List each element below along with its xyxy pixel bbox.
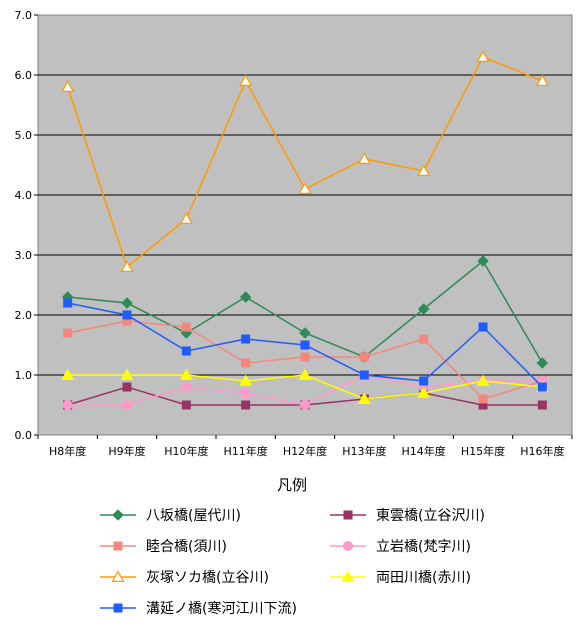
- data-point: [476, 50, 490, 63]
- legend-item: 両田川橋(赤川): [330, 570, 471, 586]
- legend-marker: [113, 603, 123, 613]
- data-point: [120, 368, 134, 380]
- y-tick-label: 0.0: [15, 429, 33, 442]
- data-point: [300, 352, 310, 362]
- data-point: [299, 327, 311, 339]
- y-tick-label: 3.0: [15, 249, 33, 262]
- data-point: [61, 368, 75, 380]
- legend-marker: [343, 510, 353, 520]
- y-tick-label: 2.0: [15, 309, 33, 322]
- data-point: [179, 368, 193, 380]
- plot-area: [37, 14, 573, 436]
- data-point: [122, 310, 132, 320]
- x-tick-label: H10年度: [164, 444, 208, 458]
- data-point: [122, 400, 132, 410]
- data-point: [417, 303, 430, 315]
- legend-label: 溝延ノ橋(寒河江川下流): [146, 600, 297, 617]
- data-point: [478, 322, 488, 332]
- y-tick-label: 4.0: [15, 189, 33, 202]
- data-point: [359, 352, 369, 362]
- data-point: [357, 152, 371, 164]
- series-5: [61, 368, 549, 404]
- legend-title: 凡例: [277, 476, 307, 494]
- data-point: [298, 368, 312, 380]
- data-point: [241, 400, 251, 410]
- data-point: [239, 74, 253, 87]
- data-point: [181, 382, 192, 392]
- data-point: [181, 322, 191, 332]
- legend: 八坂橋(屋代川) 東雲橋(立谷沢川) 睦合橋(須川) 立岩橋(梵字川) 灰塚ソカ橋(立谷…: [100, 508, 485, 617]
- data-point: [120, 260, 134, 272]
- data-point: [63, 328, 73, 338]
- series-layer: [61, 50, 549, 410]
- x-axis-ticks: H8年度 H9年度 H10年度 H11年度 H12年度 H13年度 H14年度 H15年度 H1…: [37, 435, 573, 458]
- data-point: [478, 394, 488, 404]
- y-tick-label: 1.0: [15, 369, 33, 382]
- data-point: [121, 297, 133, 309]
- data-point: [122, 382, 132, 392]
- legend-label: 灰塚ソカ橋(立谷川): [146, 570, 269, 586]
- data-point: [179, 212, 193, 224]
- data-point: [357, 392, 371, 404]
- legend-marker: [111, 570, 125, 583]
- legend-item: 灰塚ソカ橋(立谷川): [100, 570, 269, 586]
- data-point: [181, 346, 191, 356]
- data-point: [417, 386, 431, 398]
- data-point: [359, 370, 369, 380]
- data-point: [240, 388, 251, 398]
- data-point: [536, 357, 549, 369]
- legend-item: 睦合橋(須川): [100, 539, 227, 555]
- legend-item: 八坂橋(屋代川): [100, 508, 241, 524]
- x-tick-label: H14年度: [402, 444, 446, 458]
- data-point: [419, 334, 429, 344]
- legend-label: 東雲橋(立谷沢川): [376, 508, 485, 524]
- x-tick-label: H13年度: [342, 444, 386, 458]
- y-axis-ticks: 0.0 1.0 2.0 3.0 4.0 5.0 6.0 7.0: [15, 9, 38, 442]
- legend-label: 両田川橋(赤川): [376, 570, 471, 586]
- legend-marker: [341, 570, 355, 582]
- data-point: [300, 340, 310, 350]
- x-tick-label: H15年度: [461, 444, 505, 458]
- x-tick-label: H11年度: [224, 444, 268, 458]
- data-point: [181, 400, 191, 410]
- data-point: [239, 291, 252, 303]
- data-point: [239, 374, 253, 386]
- y-tick-label: 6.0: [15, 69, 33, 82]
- data-point: [537, 400, 547, 410]
- x-tick-label: H12年度: [283, 444, 327, 458]
- legend-item: 東雲橋(立谷沢川): [330, 508, 485, 524]
- legend-label: 八坂橋(屋代川): [146, 508, 241, 524]
- y-tick-label: 7.0: [15, 9, 33, 22]
- series-0: [61, 255, 549, 369]
- legend-item: 溝延ノ橋(寒河江川下流): [100, 600, 297, 617]
- data-point: [535, 74, 549, 87]
- data-point: [241, 358, 251, 368]
- legend-label: 睦合橋(須川): [146, 539, 227, 555]
- legend-marker: [112, 509, 124, 521]
- data-point: [476, 374, 490, 386]
- data-point: [417, 164, 431, 176]
- data-point: [61, 80, 75, 93]
- data-point: [537, 382, 547, 392]
- legend-item: 立岩橋(梵字川): [330, 539, 471, 555]
- data-point: [298, 182, 312, 194]
- series-6: [63, 298, 547, 392]
- data-point: [300, 400, 310, 410]
- data-point: [477, 255, 489, 267]
- x-tick-label: H16年度: [520, 444, 564, 458]
- y-tick-label: 5.0: [15, 129, 33, 142]
- data-point: [419, 376, 429, 386]
- data-point: [63, 298, 73, 308]
- legend-marker: [113, 541, 123, 551]
- legend-label: 立岩橋(梵字川): [376, 539, 471, 555]
- x-tick-label: H8年度: [49, 444, 86, 458]
- series-4: [61, 50, 549, 272]
- x-tick-label: H9年度: [108, 444, 145, 458]
- data-point: [241, 334, 251, 344]
- data-point: [62, 400, 73, 410]
- legend-marker: [343, 541, 353, 551]
